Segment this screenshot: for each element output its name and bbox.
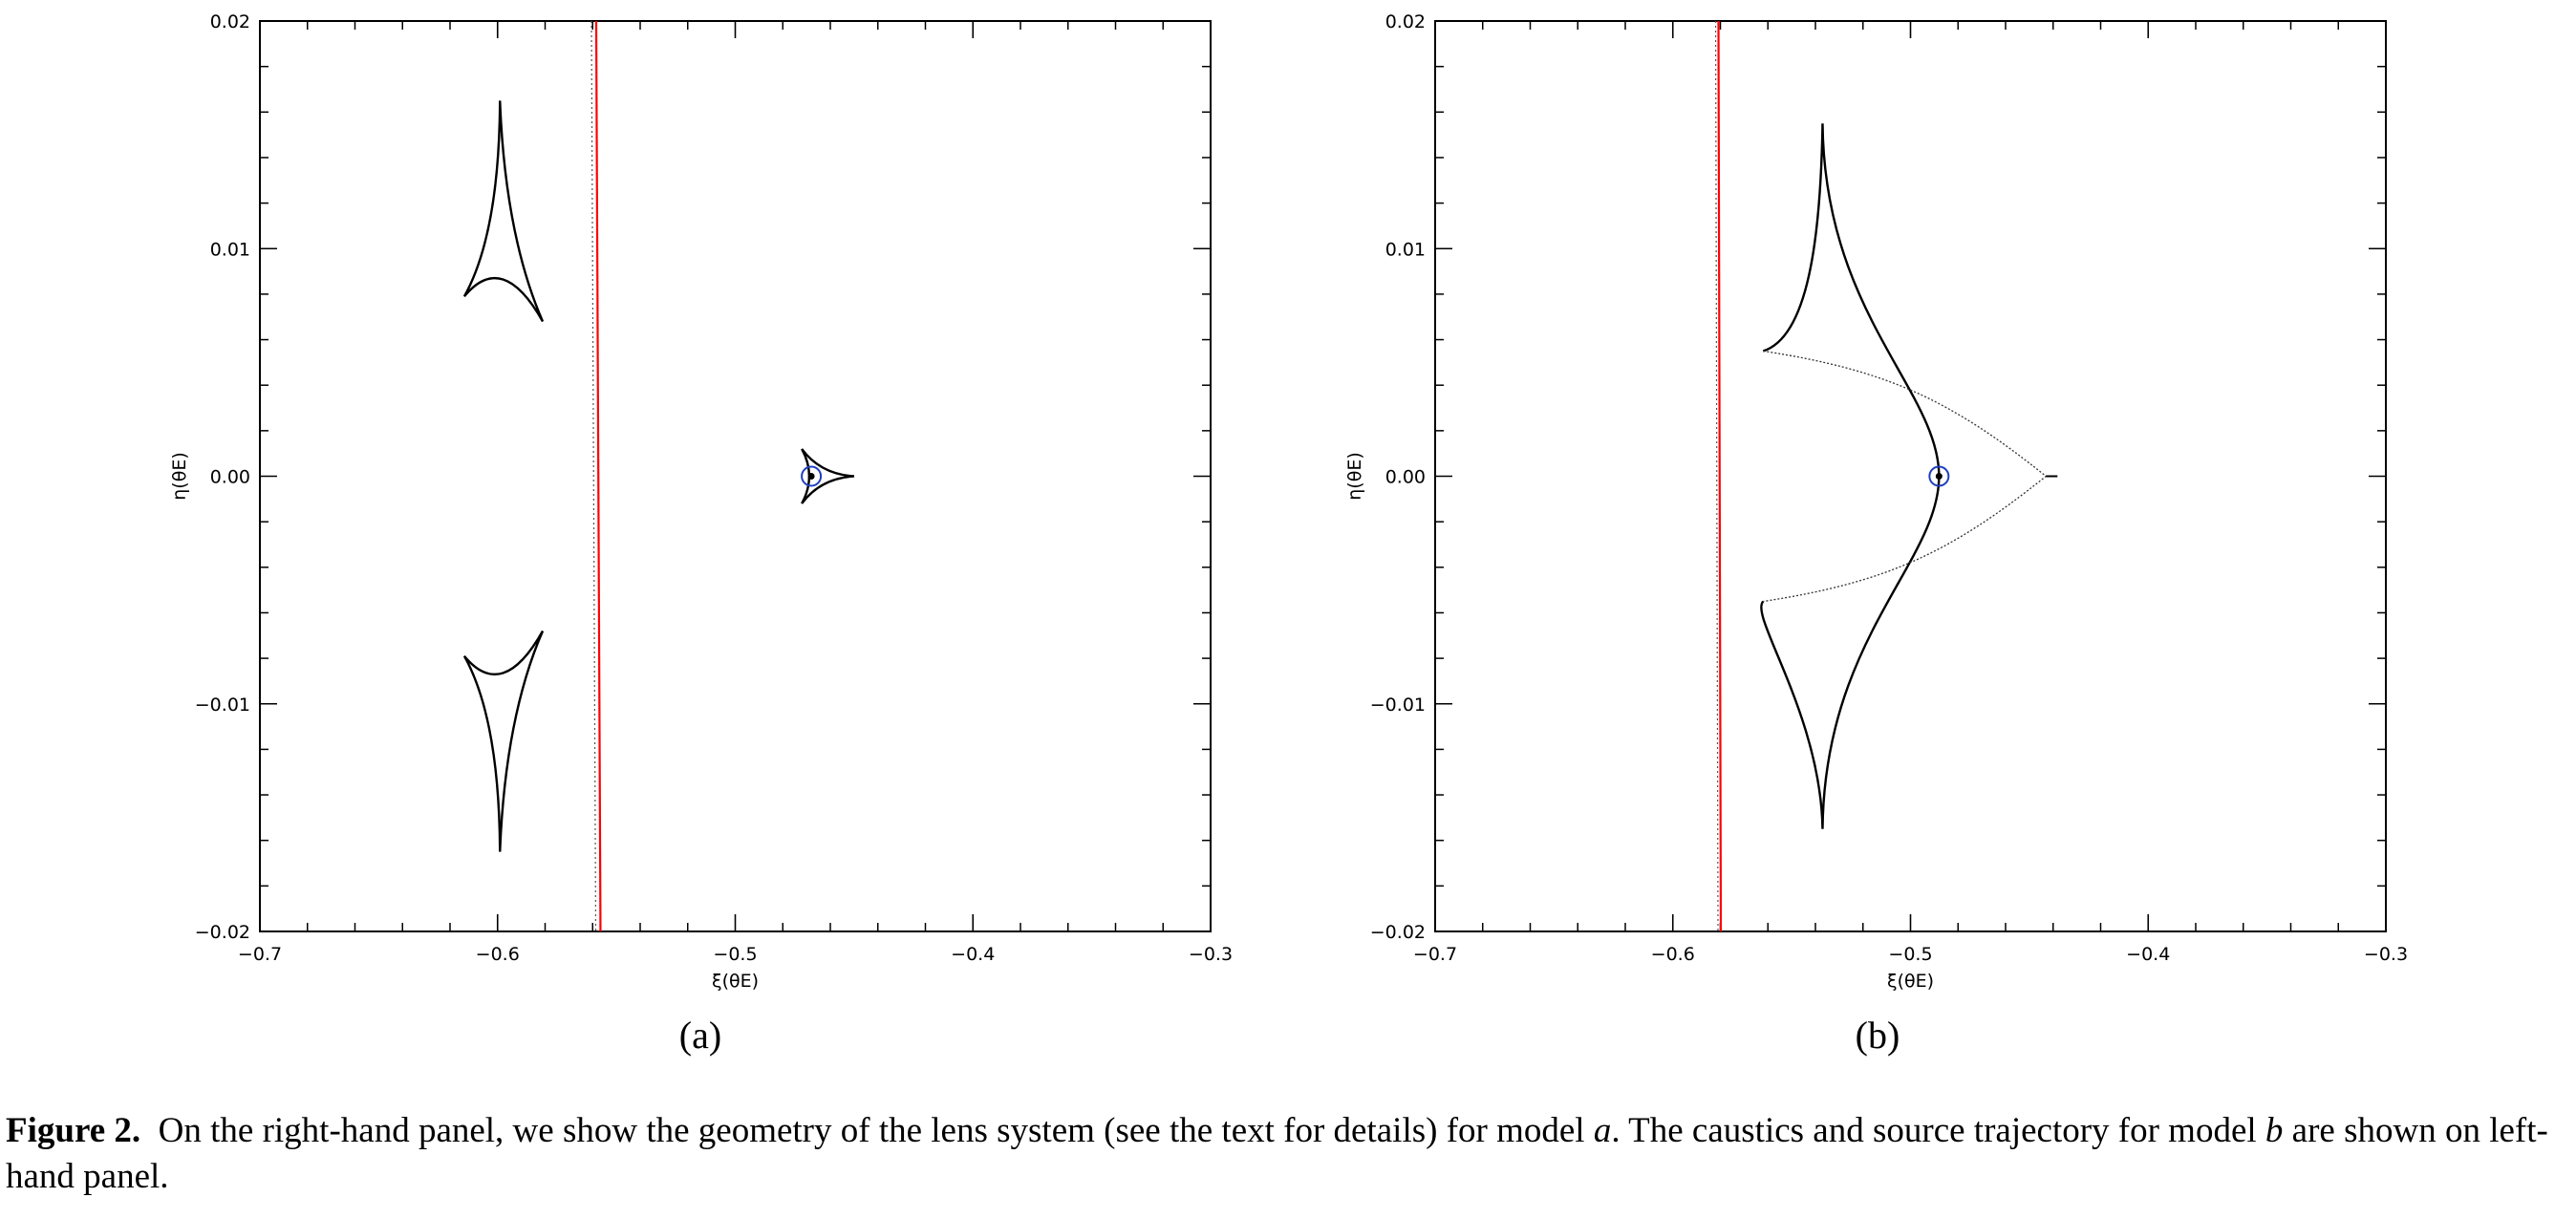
panel-b-y-axis-label: η(θE) bbox=[1344, 452, 1365, 501]
panel-a-x-tick-label: −0.4 bbox=[951, 944, 995, 965]
caption-text-2: . The caustics and source trajectory for… bbox=[1611, 1111, 2265, 1150]
panel-a-y-tick-label: 0.01 bbox=[210, 239, 250, 260]
panel-a-y-tick-label: 0.00 bbox=[210, 467, 250, 488]
panel-a-y-tick: 0.01 bbox=[210, 239, 1211, 260]
panel-a-minor-ticks bbox=[260, 21, 1211, 931]
panel-a-y-tick-label: −0.01 bbox=[195, 695, 250, 716]
panel-a-x-tick-label: −0.7 bbox=[238, 944, 282, 965]
panel-b-y-tick-label: −0.01 bbox=[1370, 695, 1426, 716]
panel-b-caption: (b) bbox=[1855, 1014, 1900, 1057]
panel-a-y-tick-label: 0.02 bbox=[210, 11, 250, 32]
panel-a-y-axis-label: η(θE) bbox=[169, 452, 190, 501]
panel-a-y-tick: −0.01 bbox=[195, 695, 1211, 716]
caption-text-3: are shown on left-hand panel. bbox=[6, 1111, 2548, 1196]
panel-b-chart: −0.7 −0.6 −0.5 −0.4 −0.3 −0.02 −0.01 0.00 0.01 0.… bbox=[1344, 11, 2408, 992]
panel-b-caustic-solid bbox=[1760, 123, 1941, 829]
panel-a-source-trajectory bbox=[594, 20, 602, 932]
panel-b-trajectory-dotted bbox=[1714, 20, 1719, 932]
panel-a-x-tick-label: −0.6 bbox=[476, 944, 520, 965]
panel-a-x-tick-label: −0.5 bbox=[713, 944, 757, 965]
figure-caption: Figure 2. On the right-hand panel, we sh… bbox=[6, 1108, 2570, 1200]
caption-text-1: On the right-hand panel, we show the geo… bbox=[158, 1111, 1594, 1150]
panel-b-y-tick-label: 0.02 bbox=[1385, 11, 1426, 32]
panel-a-chart: −0.7 −0.6 −0.5 −0.4 −0.3 −0.02 −0.01 0.00 0.01 0.… bbox=[169, 11, 1233, 992]
figure-label: Figure 2. bbox=[6, 1111, 141, 1150]
panel-b-x-tick-label: −0.4 bbox=[2126, 944, 2170, 965]
panel-b-x-tick: −0.5 bbox=[1888, 21, 1933, 965]
panel-a-caustic-1 bbox=[462, 630, 545, 852]
panel-a-y-tick-label: −0.02 bbox=[195, 922, 250, 943]
panel-b-y-tick-label: 0.01 bbox=[1385, 239, 1426, 260]
panel-b-y-tick: 0.01 bbox=[1385, 239, 2386, 260]
panel-b-y-tick-label: −0.02 bbox=[1370, 922, 1426, 943]
panel-a-x-axis-label: ξ(θE) bbox=[712, 971, 759, 992]
panel-b-x-tick: −0.4 bbox=[2126, 21, 2170, 965]
caption-model-a: a bbox=[1593, 1111, 1612, 1150]
panel-b-y-tick-label: 0.00 bbox=[1385, 467, 1426, 488]
panel-b-x-tick-label: −0.5 bbox=[1888, 944, 1932, 965]
panel-b-minor-ticks bbox=[1435, 21, 2386, 931]
panel-b-y-tick: 0.00 bbox=[1385, 467, 2386, 488]
panel-a-plot-frame bbox=[259, 20, 1212, 932]
panel-b-plot-frame bbox=[1434, 20, 2387, 932]
panel-b-x-tick-label: −0.7 bbox=[1413, 944, 1457, 965]
panel-b-source-trajectory bbox=[1717, 20, 1723, 932]
panel-b-y-tick: −0.01 bbox=[1370, 695, 2386, 716]
panel-b-x-tick-label: −0.3 bbox=[2364, 944, 2408, 965]
panel-b-x-tick: −0.6 bbox=[1651, 21, 1695, 965]
panel-a-source-marker bbox=[801, 465, 823, 487]
panel-b-x-tick-label: −0.6 bbox=[1651, 944, 1695, 965]
panel-a-x-tick: −0.5 bbox=[713, 21, 758, 965]
panel-b-source-marker bbox=[1928, 465, 1950, 487]
panel-a-caption: (a) bbox=[678, 1014, 722, 1057]
panel-a-y-tick: 0.00 bbox=[210, 467, 1211, 488]
panel-a-x-tick: −0.6 bbox=[476, 21, 520, 965]
panel-b-x-axis-label: ξ(θE) bbox=[1887, 971, 1934, 992]
panel-b-caustic-dotted bbox=[1763, 350, 2048, 603]
panel-a-x-tick: −0.4 bbox=[951, 21, 995, 965]
panel-a-trajectory-dotted bbox=[590, 20, 597, 932]
caption-model-b: b bbox=[2265, 1111, 2284, 1150]
panel-a-x-tick-label: −0.3 bbox=[1189, 944, 1233, 965]
panel-a-caustic-0 bbox=[462, 100, 545, 323]
